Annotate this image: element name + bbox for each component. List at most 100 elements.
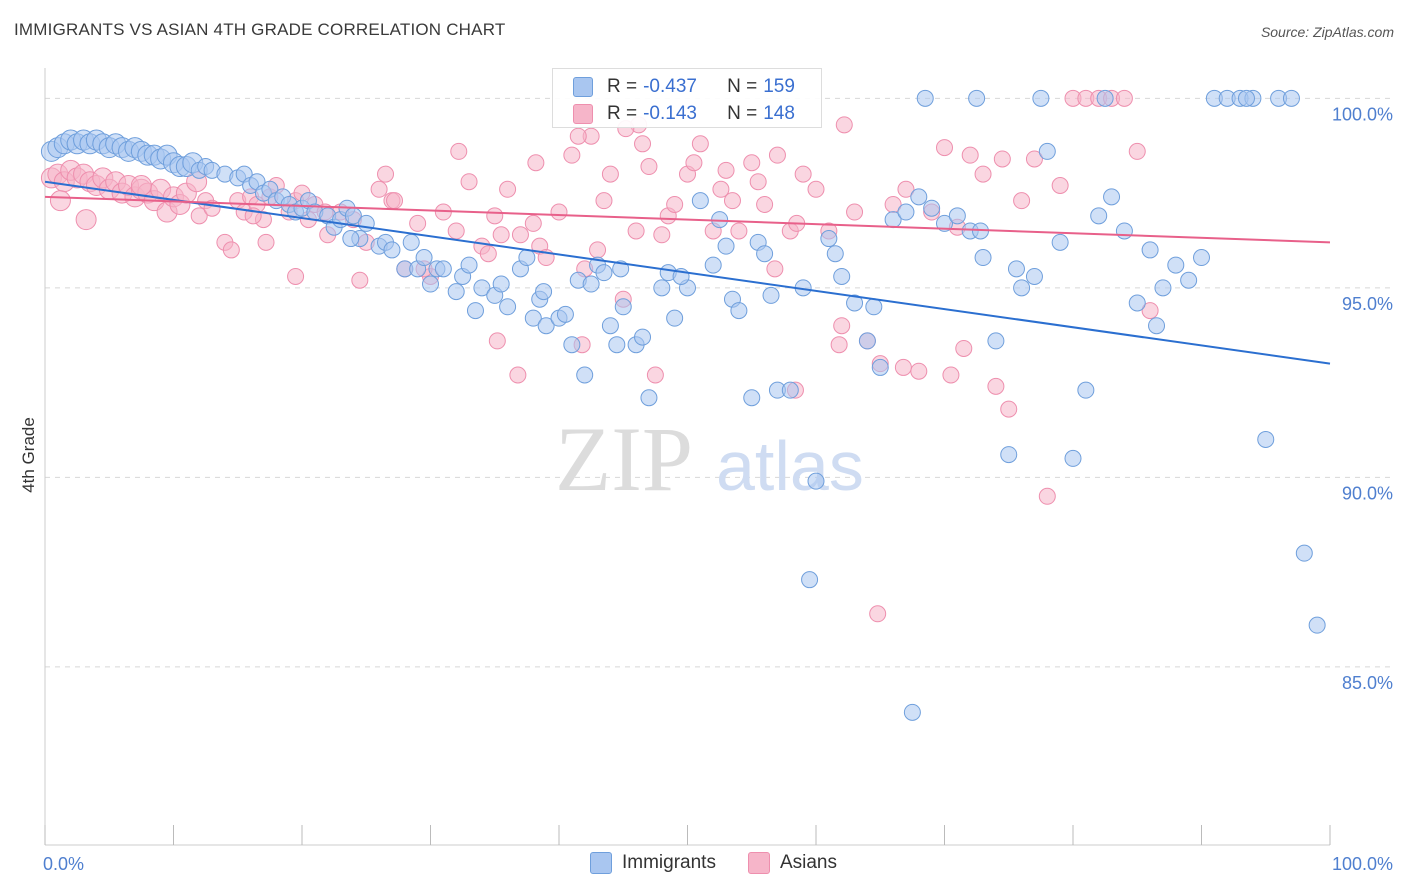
asians-point: [993, 150, 1011, 168]
immigrants-point: [518, 249, 536, 267]
immigrants-point: [826, 245, 844, 263]
legend-row-asians: R = -0.143 N = 148: [573, 102, 795, 126]
immigrants-point: [781, 381, 799, 399]
immigrants-point: [987, 332, 1005, 350]
immigrants-point: [1064, 449, 1082, 467]
series-legend: Immigrants Asians: [590, 852, 869, 874]
immigrants-point: [858, 332, 876, 350]
immigrants-point: [402, 233, 420, 251]
asians-point: [460, 173, 478, 191]
immigrants-point: [807, 472, 825, 490]
trend-lines: [44, 180, 1331, 365]
immigrants-point: [1013, 279, 1031, 297]
asians-point: [589, 241, 607, 259]
asians-point: [807, 180, 825, 198]
immigrants-point: [903, 703, 921, 721]
immigrants-point: [499, 298, 517, 316]
chart-source: Source: ZipAtlas.com: [1260, 24, 1394, 40]
asians-point: [768, 146, 786, 164]
asians-trend-line: [44, 195, 1331, 244]
asians-point: [835, 116, 853, 134]
asians-point: [499, 180, 517, 198]
immigrants-swatch: [590, 852, 612, 874]
asians-point: [447, 222, 465, 240]
asians-point: [1013, 192, 1031, 210]
immigrants-point: [422, 275, 439, 293]
immigrants-point: [923, 199, 941, 217]
asians-point: [691, 135, 709, 153]
immigrants-point: [1148, 317, 1166, 335]
immigrants-point: [524, 309, 542, 327]
immigrants-point: [1038, 142, 1056, 160]
immigrants-point: [968, 89, 986, 107]
legend-label-asians: Asians: [779, 852, 837, 873]
asians-point: [869, 605, 887, 623]
immigrants-point: [717, 237, 735, 255]
n-value: 159: [763, 76, 795, 97]
asians-point: [601, 165, 619, 183]
axes: [44, 68, 1331, 846]
immigrants-point: [601, 317, 619, 335]
immigrants-point: [801, 571, 819, 589]
r-value: -0.143: [643, 103, 697, 124]
immigrants-point: [1282, 89, 1300, 107]
asians-point: [846, 203, 864, 221]
legend-item-immigrants[interactable]: Immigrants: [590, 852, 716, 874]
immigrants-point: [1128, 294, 1146, 312]
immigrants-point: [846, 294, 864, 312]
immigrants-swatch: [573, 77, 593, 97]
y-tick-label: 100.0%: [1332, 104, 1393, 124]
x-tick-label: 100.0%: [1332, 854, 1393, 874]
immigrants-point: [897, 203, 915, 221]
immigrants-point: [608, 336, 626, 354]
immigrants-point: [466, 302, 484, 320]
immigrants-point: [1308, 616, 1326, 634]
asians-point: [717, 161, 735, 179]
n-label: N =: [727, 103, 758, 124]
asians-point: [712, 180, 730, 198]
asians-point: [743, 154, 761, 172]
asians-point: [351, 271, 369, 289]
asians-point: [257, 233, 275, 251]
asians-point: [974, 165, 992, 183]
y-tick-label: 90.0%: [1342, 483, 1393, 503]
immigrants-point: [1096, 89, 1114, 107]
immigrants-point: [563, 336, 581, 354]
immigrants-point: [756, 245, 774, 263]
asians-point: [961, 146, 979, 164]
asians-point: [910, 362, 928, 380]
legend-item-asians[interactable]: Asians: [747, 852, 837, 874]
asians-point: [640, 158, 658, 176]
asians-point: [49, 190, 71, 212]
immigrants-point: [1141, 241, 1159, 259]
n-value: 148: [763, 103, 795, 124]
immigrants-point: [1154, 279, 1172, 297]
asians-point: [936, 139, 953, 157]
immigrants-point: [948, 207, 966, 225]
immigrants-point: [556, 305, 574, 323]
asians-point: [569, 127, 587, 145]
immigrants-point: [634, 328, 652, 346]
immigrants-point: [1295, 544, 1313, 562]
immigrants-point: [704, 256, 722, 274]
asians-point: [486, 207, 504, 225]
immigrants-point: [865, 298, 883, 316]
asians-point: [488, 332, 506, 350]
asians-point: [509, 366, 527, 384]
immigrants-point: [447, 283, 465, 301]
asians-point: [666, 195, 684, 213]
immigrants-point: [357, 214, 375, 232]
immigrants-point: [871, 358, 889, 376]
y-tick-label: 85.0%: [1342, 673, 1393, 693]
immigrants-point: [1257, 430, 1275, 448]
asians-point: [1128, 142, 1146, 160]
asians-point: [627, 222, 645, 240]
legend-label-immigrants: Immigrants: [622, 852, 716, 873]
asians-point: [511, 226, 529, 244]
immigrants-point: [1025, 267, 1043, 285]
asians-point: [190, 207, 208, 225]
y-axis-label: 4th Grade: [19, 417, 38, 493]
asians-point: [222, 241, 240, 259]
immigrants-point: [653, 279, 671, 297]
immigrants-point: [1237, 89, 1255, 107]
